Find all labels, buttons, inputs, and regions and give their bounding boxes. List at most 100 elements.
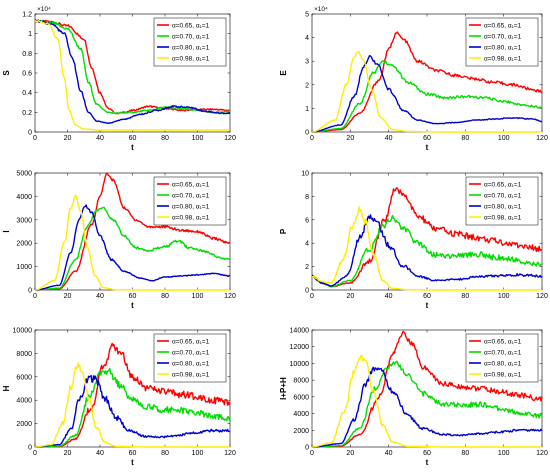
legend-label: α=0.70, α₁=1 [172, 349, 210, 356]
x-tick-label: 120 [536, 293, 548, 300]
y-tick-label: 1 [28, 31, 32, 38]
legend-label: α=0.65, α₁=1 [484, 181, 522, 188]
x-tick-label: 120 [536, 450, 548, 457]
x-tick-label: 20 [64, 450, 72, 457]
legend-label: α=0.80, α₁=1 [484, 203, 522, 210]
y-tick-label: 4000 [16, 194, 32, 201]
y-tick-label: 0.2 [22, 110, 32, 117]
series-line [311, 187, 543, 288]
legend-label: α=0.98, α₁=1 [484, 214, 522, 221]
x-tick-label: 120 [224, 135, 236, 142]
y-tick-label: 10000 [13, 328, 33, 335]
legend-label: α=0.98, α₁=1 [172, 55, 210, 62]
x-tick-label: 60 [423, 450, 431, 457]
legend-label: α=0.70, α₁=1 [484, 192, 522, 199]
y-tick-label: 0 [305, 445, 309, 452]
y-tick-label: 0 [28, 130, 32, 137]
y-tick-label: 0.6 [22, 71, 32, 78]
x-tick-label: 20 [346, 293, 354, 300]
series-line [35, 367, 231, 448]
legend-label: α=0.80, α₁=1 [172, 203, 210, 210]
x-tick-label: 60 [423, 293, 431, 300]
legend: α=0.65, α₁=1 α=0.70, α₁=1 α=0.80, α₁=1 α=0.… [153, 333, 227, 383]
x-tick-label: 40 [96, 293, 104, 300]
x-tick-label: 0 [33, 450, 37, 457]
chart-panel-i-p-h: 0 20 40 60 80 100 120 0 2000 4000 6000 8000 10000 120… [279, 328, 548, 468]
x-tick-label: 60 [129, 293, 137, 300]
legend-label: α=0.80, α₁=1 [484, 44, 522, 51]
x-axis-label: t [131, 301, 134, 310]
x-tick-label: 0 [33, 135, 37, 142]
x-tick-label: 100 [498, 450, 510, 457]
x-tick-label: 20 [64, 135, 72, 142]
x-tick-label: 100 [192, 293, 204, 300]
y-tick-label: 1000 [16, 264, 32, 271]
legend: α=0.65, α₁=1 α=0.70, α₁=1 α=0.80, α₁=1 α=0.… [465, 333, 539, 383]
series-line [311, 214, 543, 287]
legend-label: α=0.70, α₁=1 [172, 192, 210, 199]
x-axis-label: t [131, 458, 134, 467]
series-line [312, 354, 542, 448]
chart-panel-h: 0 20 40 60 80 100 120 0 2000 4000 6000 8000 10000 t Hα… [2, 328, 236, 468]
y-tick-label: 1 [305, 106, 309, 113]
y-tick-label: 0 [28, 288, 32, 295]
series-line [312, 330, 543, 448]
legend-label: α=0.65, α₁=1 [172, 181, 210, 188]
legend-label: α=0.80, α₁=1 [484, 360, 522, 367]
chart-panel-i: 0 20 40 60 80 100 120 0 1000 2000 3000 4000 5000 t Iα=… [2, 171, 236, 311]
series-line [34, 19, 231, 124]
series-line [35, 206, 230, 291]
series-line [35, 342, 231, 448]
x-tick-label: 40 [385, 135, 393, 142]
series-line [312, 366, 543, 448]
y-tick-label: 8000 [293, 378, 309, 385]
x-axis-label: t [426, 458, 429, 467]
series-line [311, 51, 542, 133]
y-axis-label: I [2, 230, 11, 232]
x-tick-label: 20 [346, 135, 354, 142]
y-axis-label: I+P+H [279, 377, 288, 400]
series-line [312, 31, 543, 133]
series-line [35, 374, 231, 448]
x-tick-label: 40 [96, 135, 104, 142]
series-line [35, 194, 230, 291]
x-tick-label: 120 [536, 135, 548, 142]
axis-multiplier: ×10⁴ [314, 6, 328, 13]
legend-label: α=0.70, α₁=1 [484, 33, 522, 40]
y-axis-label: S [2, 70, 11, 76]
series-line [35, 204, 231, 291]
x-axis-label: t [426, 143, 429, 152]
legend-label: α=0.80, α₁=1 [172, 44, 210, 51]
series-line [312, 360, 543, 448]
x-tick-label: 0 [310, 450, 314, 457]
y-tick-label: 2 [305, 82, 309, 89]
series-line [311, 214, 543, 288]
legend-label: α=0.65, α₁=1 [484, 338, 522, 345]
y-tick-label: 4000 [293, 411, 309, 418]
y-axis-label: P [279, 228, 288, 234]
legend-label: α=0.65, α₁=1 [484, 22, 522, 29]
y-tick-label: 2000 [293, 428, 309, 435]
x-tick-label: 80 [461, 293, 469, 300]
x-axis-label: t [426, 301, 429, 310]
legend: α=0.65, α₁=1 α=0.70, α₁=1 α=0.80, α₁=1 α=0.… [465, 17, 539, 67]
y-tick-label: 5 [305, 12, 309, 19]
x-tick-label: 60 [423, 135, 431, 142]
series-line [312, 60, 543, 133]
legend-label: α=0.65, α₁=1 [172, 338, 210, 345]
x-tick-label: 100 [498, 135, 510, 142]
x-tick-label: 80 [161, 293, 169, 300]
x-tick-label: 80 [461, 135, 469, 142]
y-tick-label: 14000 [290, 328, 310, 335]
y-tick-label: 1.2 [22, 12, 32, 19]
legend-label: α=0.98, α₁=1 [484, 55, 522, 62]
y-tick-label: 5000 [16, 171, 32, 178]
x-tick-label: 0 [310, 293, 314, 300]
y-tick-label: 6000 [293, 394, 309, 401]
x-tick-label: 80 [161, 135, 169, 142]
x-tick-label: 80 [161, 450, 169, 457]
y-tick-label: 2 [305, 264, 309, 271]
x-tick-label: 120 [224, 450, 236, 457]
